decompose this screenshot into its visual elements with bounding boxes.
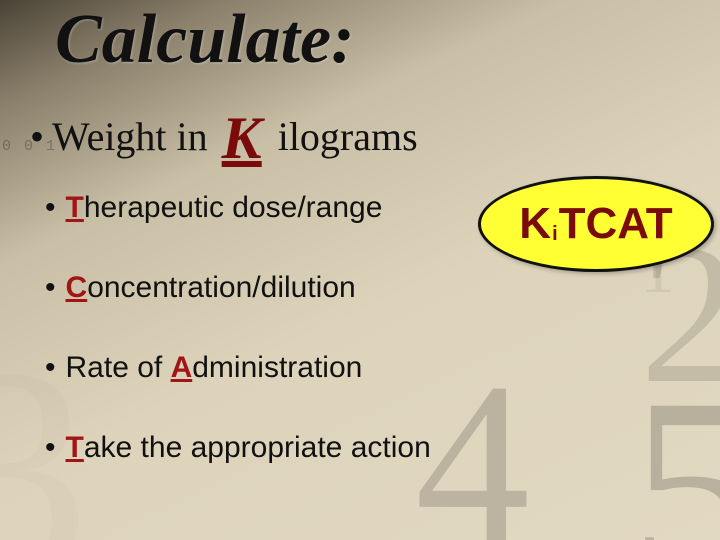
- letter-a: A: [171, 351, 193, 384]
- slide: 3 1 2 4 5 0 0 1 Calculate: •Weight in K …: [0, 0, 720, 540]
- slide-title: Calculate:: [55, 0, 354, 80]
- bullet-icon: •: [45, 190, 56, 226]
- bullet-admin-text: dministration: [192, 351, 362, 384]
- bullet-icon: •: [30, 114, 44, 159]
- letter-c: C: [66, 271, 88, 304]
- bg-number-5: 5: [630, 340, 720, 540]
- kitcat-label: KiTCAT: [519, 199, 672, 249]
- kitcat-rest: TCAT: [559, 199, 673, 248]
- bullet-icon: •: [45, 350, 56, 386]
- bullet-take-text: ake the appropriate action: [84, 431, 431, 464]
- bullet-therapeutic: • Therapeutic dose/range: [45, 190, 431, 226]
- bullet-list: • Therapeutic dose/range • Concentration/d…: [45, 190, 431, 510]
- kitcat-k: K: [519, 199, 551, 248]
- letter-t2: T: [66, 431, 84, 464]
- weight-pre: Weight in: [52, 114, 218, 159]
- kitcat-ellipse: KiTCAT: [478, 176, 714, 272]
- bullet-admin-pre: Rate of: [66, 351, 171, 384]
- big-k-letter: K: [218, 104, 268, 173]
- bullet-icon: •: [45, 270, 56, 306]
- bg-number-4: 4: [415, 330, 530, 540]
- bullet-administration: • Rate of Administration: [45, 350, 431, 386]
- weight-line: •Weight in K ilograms: [30, 104, 418, 173]
- weight-post: ilograms: [268, 114, 418, 159]
- bullet-concentration: • Concentration/dilution: [45, 270, 431, 306]
- bullet-concentration-text: oncentration/dilution: [87, 271, 356, 304]
- kitcat-i: i: [551, 223, 559, 245]
- letter-t: T: [66, 191, 84, 224]
- bullet-therapeutic-text: herapeutic dose/range: [84, 191, 383, 224]
- bullet-icon: •: [45, 430, 56, 466]
- bullet-take-action: • Take the appropriate action: [45, 430, 431, 466]
